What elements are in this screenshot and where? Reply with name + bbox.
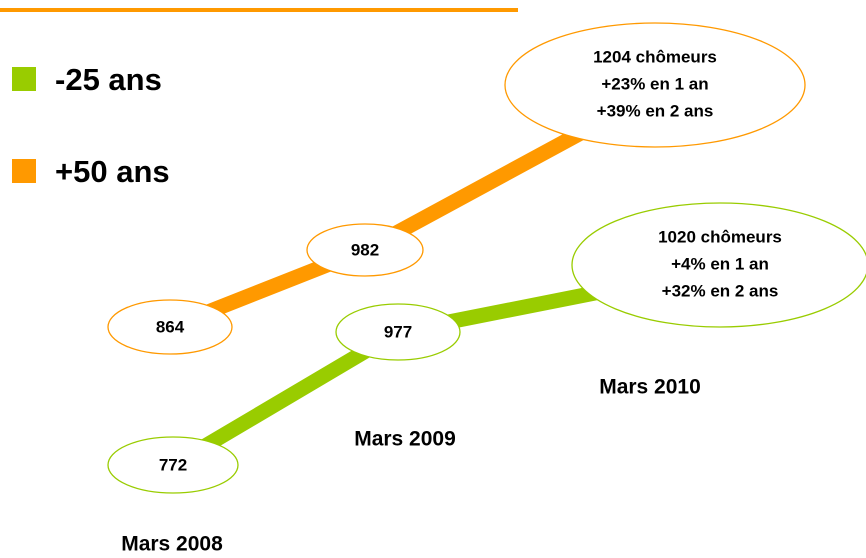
date-label: Mars 2009 [354,428,456,451]
lines [167,121,602,472]
point-label: 772 [159,455,187,474]
point-bubble [335,303,461,361]
callout-bubble [504,22,806,148]
point-label: 982 [351,240,379,259]
point-label: 977 [384,322,412,341]
date-label: Mars 2010 [599,376,701,399]
point-bubble [107,299,233,355]
legend-label: -25 ans [55,62,162,97]
legend-label: +50 ans [55,154,170,189]
callout-bubble [571,202,866,328]
callout-line: +23% en 1 an [601,74,708,93]
point-bubble [107,436,239,494]
callout-line: 1204 chômeurs [593,47,717,66]
legend-swatch [12,159,36,183]
legend-swatch [12,67,36,91]
point-label: 864 [156,317,185,336]
callout-line: +4% en 1 an [671,254,769,273]
callout-line: +39% en 2 ans [597,101,714,120]
title-underline [0,8,518,12]
labels: -25 ans 772 977 1020 chômeurs +4% en 1 an +32… [12,22,866,556]
point-bubble [306,223,424,277]
callout-line: 1020 chômeurs [658,227,782,246]
callout-line: +32% en 2 ans [662,281,779,300]
date-label: Mars 2008 [121,533,223,556]
